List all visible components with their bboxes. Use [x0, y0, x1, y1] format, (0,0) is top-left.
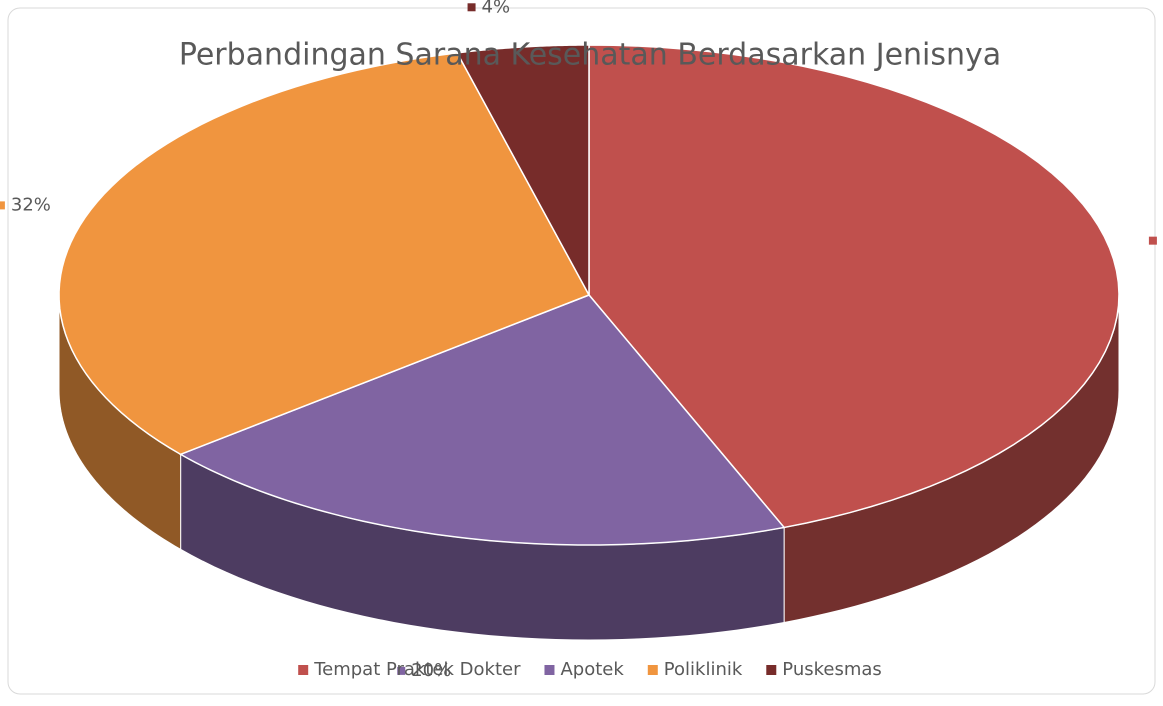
legend-swatch — [298, 665, 308, 675]
legend-swatch — [544, 665, 554, 675]
legend-item: Tempat Praktek Dokter — [298, 659, 521, 680]
legend-swatch — [648, 665, 658, 675]
legend-label: Poliklinik — [664, 659, 743, 680]
legend-item: Puskesmas — [766, 659, 882, 680]
data-label: 4% — [482, 0, 511, 17]
legend-label: Tempat Praktek Dokter — [313, 659, 521, 680]
legend-label: Apotek — [560, 659, 624, 680]
pie — [59, 45, 1119, 640]
legend-swatch — [766, 665, 776, 675]
chart-title: Perbandingan Sarana Kesehatan Berdasarka… — [179, 38, 1001, 73]
legend: Tempat Praktek Dokter Apotek Poliklinik Pus… — [298, 659, 882, 680]
label-marker — [468, 3, 476, 11]
label-marker — [1149, 237, 1157, 245]
legend-label: Puskesmas — [782, 659, 882, 680]
label-marker — [0, 201, 5, 209]
data-label: 32% — [11, 194, 51, 215]
